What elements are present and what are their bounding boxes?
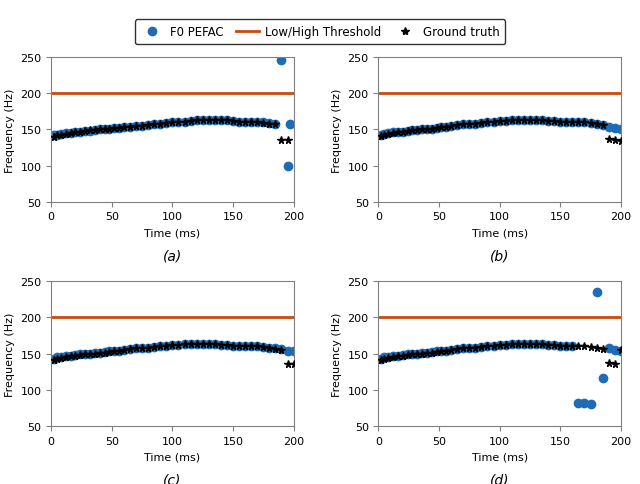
X-axis label: Time (ms): Time (ms) <box>145 227 200 238</box>
X-axis label: Time (ms): Time (ms) <box>472 227 527 238</box>
X-axis label: Time (ms): Time (ms) <box>145 451 200 461</box>
Y-axis label: Frequency (Hz): Frequency (Hz) <box>332 88 342 172</box>
Text: (b): (b) <box>490 248 509 262</box>
Text: (d): (d) <box>490 472 509 484</box>
Text: (c): (c) <box>163 472 182 484</box>
Text: (a): (a) <box>163 248 182 262</box>
Y-axis label: Frequency (Hz): Frequency (Hz) <box>332 312 342 396</box>
Y-axis label: Frequency (Hz): Frequency (Hz) <box>4 88 15 172</box>
Legend: F0 PEFAC, Low/High Threshold, Ground truth: F0 PEFAC, Low/High Threshold, Ground tru… <box>134 20 506 45</box>
X-axis label: Time (ms): Time (ms) <box>472 451 527 461</box>
Y-axis label: Frequency (Hz): Frequency (Hz) <box>4 312 15 396</box>
